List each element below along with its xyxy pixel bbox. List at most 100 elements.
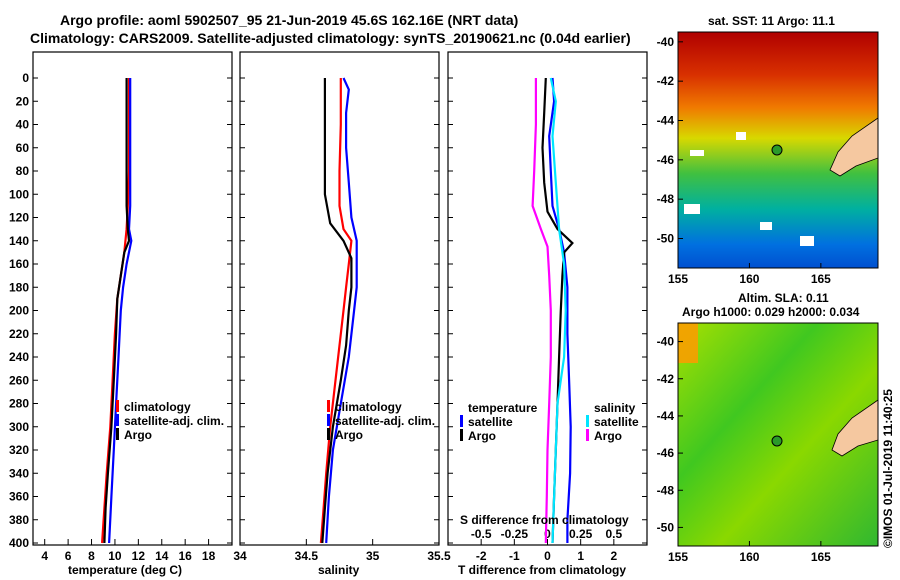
- sst-land-new-zealand: [829, 117, 879, 177]
- legend-satellite-label: satellite-adj. clim.: [124, 414, 224, 428]
- x-tick-label: 16: [178, 549, 192, 563]
- s-difference-tick-label: -0.5: [471, 527, 492, 541]
- s-difference-axis-label: S difference from climatology: [460, 513, 629, 527]
- sla-map-title: Altim. SLA: 0.11: [738, 291, 829, 305]
- sla-map: -40 -42 -44 -46 -48 -50 155 160 165: [657, 322, 879, 564]
- temperature-axis-label: temperature (deg C): [68, 563, 182, 577]
- depth-tick-label: 200: [9, 304, 29, 318]
- sst-cloud-gap: [800, 236, 814, 246]
- lon-tick-label: 165: [811, 550, 831, 564]
- depth-tick-label: 400: [9, 536, 29, 550]
- salinity-series: [319, 77, 358, 544]
- legend-climatology-label: climatology: [335, 400, 402, 414]
- difference-legend: temperature satellite Argo salinity sate…: [460, 401, 639, 443]
- salinity-panel: 34 34.5 35 35.5 climatology satellite-adj. …: [233, 51, 451, 577]
- title-line-1: Argo profile: aoml 5902507_95 21-Jun-201…: [60, 12, 518, 28]
- sla-argo-location-marker: [771, 435, 783, 447]
- x-tick-label: 18: [202, 549, 216, 563]
- legend-argo-label: Argo: [335, 428, 363, 442]
- legend-satellite-label: satellite-adj. clim.: [335, 414, 435, 428]
- s-difference-tick-label: 0.5: [605, 527, 622, 541]
- depth-tick-label: 280: [9, 397, 29, 411]
- depth-tick-label: 260: [9, 373, 29, 387]
- s-difference-tick-label: -0.25: [501, 527, 529, 541]
- temperature-panel: 0 20 40 60 80 100 120 140 160 180 200 220 240 260 280 3…: [9, 51, 233, 577]
- t-difference-axis-label: T difference from climatology: [458, 563, 626, 577]
- depth-tick-label: 160: [9, 257, 29, 271]
- s-difference-tick-label: 0: [544, 527, 551, 541]
- lat-tick-label: -42: [657, 74, 675, 88]
- sla-map-subtitle: Argo h1000: 0.029 h2000: 0.034: [682, 305, 860, 319]
- series-line-salinity-argo: [531, 78, 552, 544]
- depth-tick-label: 240: [9, 350, 29, 364]
- lat-tick-label: -48: [657, 483, 675, 497]
- legend-argo-swatch: [327, 428, 330, 440]
- depth-tick-label: 220: [9, 327, 29, 341]
- series-line-temperature-satellite: [548, 77, 572, 543]
- lat-tick-label: -44: [657, 409, 675, 423]
- temperature-plot-frame: [32, 51, 233, 546]
- legend-t-satellite-label: satellite: [468, 415, 513, 429]
- sst-map: -40 -42 -44 -46 -48 -50 155 160 165: [657, 31, 879, 286]
- sst-map-title: sat. SST: 11 Argo: 11.1: [708, 14, 835, 28]
- temperature-x-axis: 4 6 8 10 12 14 16 18: [33, 77, 232, 563]
- legend-temperature-heading: temperature: [468, 401, 538, 415]
- lon-tick-label: 165: [811, 272, 831, 286]
- series-line-climatology: [319, 78, 353, 544]
- legend-s-satellite-label: satellite: [594, 415, 639, 429]
- salinity-legend: climatology satellite-adj. clim. Argo: [327, 400, 435, 442]
- sst-cloud-gap: [736, 132, 746, 140]
- lat-tick-label: -46: [657, 153, 675, 167]
- legend-t-argo-label: Argo: [468, 429, 496, 443]
- sla-high-anomaly: [678, 323, 698, 363]
- sla-map-axes: -40 -42 -44 -46 -48 -50 155 160 165: [657, 335, 832, 564]
- legend-climatology-swatch: [327, 400, 330, 412]
- depth-tick-label: 0: [22, 71, 29, 85]
- copyright-stamp: ©IMOS 01-Jul-2019 11:40:25: [881, 389, 895, 548]
- legend-argo-label: Argo: [124, 428, 152, 442]
- sst-map-axes: -40 -42 -44 -46 -48 -50 155 160 165: [657, 35, 832, 286]
- s-difference-tick-label: 0.25: [569, 527, 593, 541]
- depth-tick-label: 80: [16, 164, 30, 178]
- x-tick-label: 2: [610, 549, 617, 563]
- temperature-legend: climatology satellite-adj. clim. Argo: [116, 400, 224, 442]
- lat-tick-label: -50: [657, 520, 675, 534]
- sla-land-new-zealand: [831, 399, 879, 457]
- legend-climatology-swatch: [116, 400, 119, 412]
- depth-tick-label: 20: [16, 94, 30, 108]
- depth-tick-label: 300: [9, 420, 29, 434]
- legend-satellite-swatch: [116, 414, 119, 426]
- x-tick-label: 8: [88, 549, 95, 563]
- series-line-argo: [321, 78, 353, 544]
- lat-tick-label: -50: [657, 232, 675, 246]
- legend-s-argo-swatch: [586, 429, 589, 441]
- lat-tick-label: -44: [657, 114, 675, 128]
- legend-satellite-swatch: [327, 414, 330, 426]
- sst-cloud-gap: [690, 150, 704, 156]
- lat-tick-label: -40: [657, 335, 675, 349]
- depth-tick-label: 100: [9, 187, 29, 201]
- lat-tick-label: -46: [657, 446, 675, 460]
- lat-tick-label: -42: [657, 372, 675, 386]
- depth-tick-label: 340: [9, 466, 29, 480]
- x-tick-label: 35: [366, 549, 380, 563]
- legend-s-argo-label: Argo: [594, 429, 622, 443]
- depth-tick-label: 140: [9, 234, 29, 248]
- x-tick-label: 12: [132, 549, 146, 563]
- difference-x-axis: -2 -1 0 1 2 -0.5 -0.25 0 0.25 0.5: [448, 77, 647, 563]
- salinity-x-axis: 34 34.5 35 35.5: [233, 77, 451, 563]
- lon-tick-label: 155: [668, 272, 688, 286]
- depth-tick-label: 380: [9, 513, 29, 527]
- series-line-argo: [103, 78, 131, 544]
- x-tick-label: 34.5: [295, 549, 319, 563]
- sst-cloud-gap: [684, 204, 700, 214]
- depth-axis: 0 20 40 60 80 100 120 140 160 180 200 220 240 260 280 3…: [9, 71, 29, 550]
- lat-tick-label: -48: [657, 192, 675, 206]
- x-tick-label: 6: [65, 549, 72, 563]
- sst-map-frame: [677, 31, 879, 269]
- lon-tick-label: 160: [739, 550, 759, 564]
- depth-tick-label: 120: [9, 211, 29, 225]
- legend-t-satellite-swatch: [460, 415, 463, 427]
- legend-s-satellite-swatch: [586, 415, 589, 427]
